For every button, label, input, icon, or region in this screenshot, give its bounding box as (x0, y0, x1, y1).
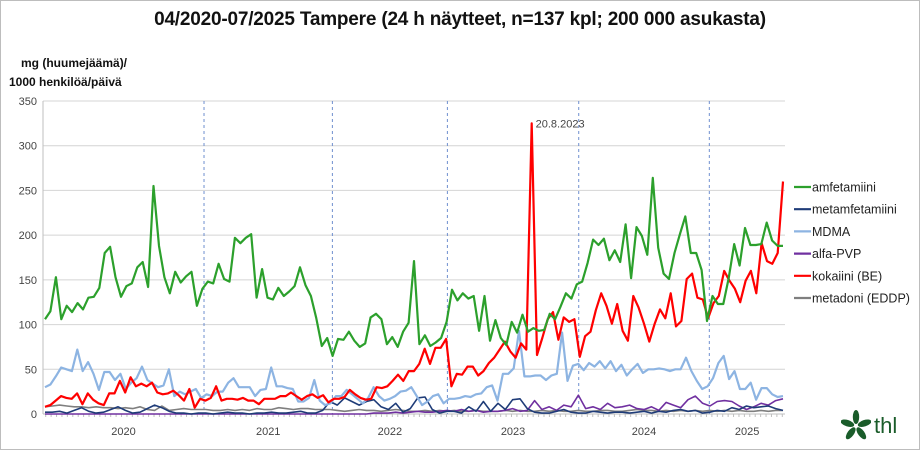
series-line-alfa-pvp (45, 394, 784, 415)
x-tick-label-2021: 2021 (256, 426, 280, 438)
thl-logo: thl (841, 409, 897, 443)
legend-label: MDMA (812, 225, 851, 239)
series-line-kokaiini-be- (44, 122, 785, 409)
y-tick-label: 200 (19, 230, 37, 242)
series-line-mdma (44, 329, 784, 407)
thl-leaf-icon (841, 410, 871, 440)
annotation-label: 20.8.2023 (536, 118, 585, 130)
series-line-amfetamiini (44, 176, 783, 357)
x-tick-label-2023: 2023 (501, 426, 525, 438)
y-tick-label: 300 (19, 141, 37, 153)
y-tick-label: 50 (25, 364, 37, 376)
y-tick-label: 0 (31, 409, 37, 421)
y-tick-label: 150 (19, 275, 37, 287)
x-tick-label-2025: 2025 (735, 426, 759, 438)
chart-title: 04/2020-07/2025 Tampere (24 h näytteet, … (154, 9, 766, 30)
legend-label: metadoni (EDDP) (812, 292, 910, 306)
x-tick-label-2024: 2024 (632, 426, 656, 438)
legend-label: alfa-PVP (812, 247, 861, 261)
y-tick-label: 250 (19, 185, 37, 197)
series-line-metamfetamiini (45, 396, 784, 415)
y-axis-label-line2: 1000 henkilöä/päivä (9, 75, 122, 89)
thl-logo-text: thl (874, 413, 898, 438)
legend-label: metamfetamiini (812, 203, 897, 217)
y-tick-label: 350 (19, 96, 37, 108)
legend-label: amfetamiini (812, 181, 876, 195)
x-tick-label-2022: 2022 (378, 426, 402, 438)
y-axis-label-line1: mg (huumejäämä)/ (21, 56, 128, 70)
x-tick-label-2020: 2020 (111, 426, 135, 438)
y-tick-label: 100 (19, 320, 37, 332)
legend-label: kokaiini (BE) (812, 269, 882, 283)
